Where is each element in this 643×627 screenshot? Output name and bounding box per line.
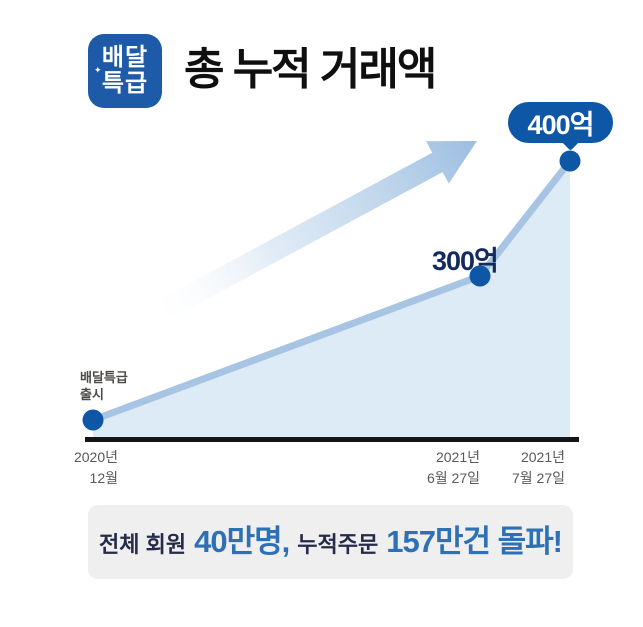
data-point-400 (559, 150, 581, 172)
x-tick-line1: 2020년 (73, 449, 118, 465)
launch-annotation-line2: 출시 (80, 387, 104, 402)
launch-annotation-line1: 배달특급 (80, 370, 128, 385)
x-tick-line1: 2021년 (520, 449, 565, 465)
summary-members-value: 40만명, (194, 524, 290, 559)
logo-text-line1: 배달 (101, 44, 149, 71)
x-tick-2020-12: 2020년 12월 (28, 447, 118, 489)
x-tick-line2: 7월 27일 (511, 470, 565, 486)
milestone-bubble-400: 400억 (508, 102, 613, 151)
sparkle-icon: ✦ (94, 65, 102, 75)
summary-banner: 전체 회원 40만명, 누적주문 157만건 돌파! (88, 505, 573, 579)
logo-text-line2: 특급 (101, 70, 149, 97)
milestone-label-300: 300억 (432, 246, 499, 276)
milestone-label-400: 400억 (527, 110, 595, 140)
x-tick-2021-07-27: 2021년 7월 27일 (475, 447, 565, 489)
launch-annotation: 배달특급 출시 (80, 369, 128, 403)
x-tick-2021-06-27: 2021년 6월 27일 (390, 447, 480, 489)
x-tick-line1: 2021년 (435, 449, 480, 465)
x-tick-line2: 12월 (89, 470, 118, 486)
x-axis (85, 437, 579, 442)
baedal-teukgeup-logo: ✦ 배달 특급 (88, 34, 162, 108)
data-point-300 (469, 265, 491, 287)
summary-orders-label: 누적주문 (297, 532, 379, 557)
data-point-launch (82, 409, 104, 431)
page-title: 총 누적 거래액 (184, 45, 437, 94)
area-fill (93, 161, 570, 438)
growth-arrow-icon (139, 141, 478, 330)
x-tick-line2: 6월 27일 (426, 470, 480, 486)
summary-members-label: 전체 회원 (99, 532, 187, 557)
summary-orders-value: 157만건 돌파! (386, 524, 563, 559)
